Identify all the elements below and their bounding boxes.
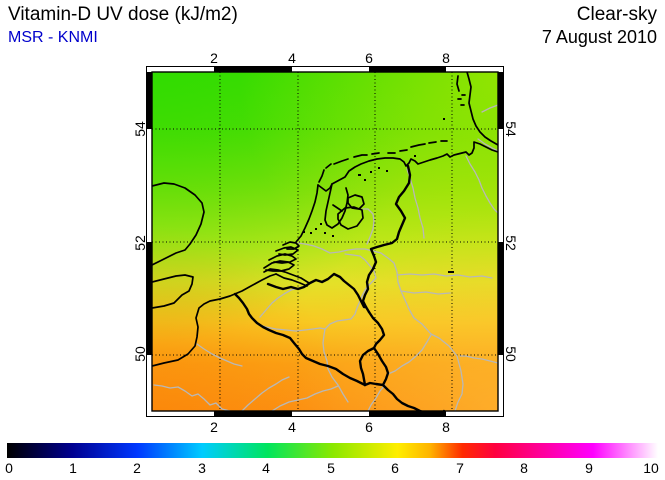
country-borders bbox=[233, 164, 446, 411]
colorbar bbox=[7, 443, 658, 458]
colorbar-label-9: 9 bbox=[585, 460, 593, 476]
lon-tick-top-2: 2 bbox=[210, 50, 218, 66]
lon-tick-top-6: 6 bbox=[365, 50, 373, 66]
lon-tick-bottom-6: 6 bbox=[365, 419, 373, 435]
lat-tick-right-50: 50 bbox=[503, 346, 519, 362]
colorbar-label-8: 8 bbox=[520, 460, 528, 476]
data-source-label: MSR - KNMI bbox=[8, 29, 98, 46]
lon-tick-bottom-2: 2 bbox=[210, 419, 218, 435]
lon-tick-bottom-4: 4 bbox=[288, 419, 296, 435]
colorbar-label-2: 2 bbox=[133, 460, 141, 476]
lon-tick-top-8: 8 bbox=[442, 50, 450, 66]
date-label: 7 August 2010 bbox=[541, 27, 657, 47]
colorbar-label-3: 3 bbox=[198, 460, 206, 476]
coastlines bbox=[152, 72, 498, 367]
colorbar-label-7: 7 bbox=[456, 460, 464, 476]
colorbar-label-6: 6 bbox=[391, 460, 399, 476]
sky-condition-label: Clear-sky bbox=[576, 4, 657, 25]
colorbar-label-4: 4 bbox=[262, 460, 270, 476]
islet-specks bbox=[303, 118, 454, 273]
colorbar-label-10: 10 bbox=[643, 460, 659, 476]
lon-tick-bottom-8: 8 bbox=[442, 419, 450, 435]
page-title: Vitamin-D UV dose (kJ/m2) bbox=[8, 4, 238, 25]
neatline-segments bbox=[146, 66, 504, 417]
colorbar-label-5: 5 bbox=[327, 460, 335, 476]
lon-tick-top-4: 4 bbox=[288, 50, 296, 66]
colorbar-label-0: 0 bbox=[5, 460, 13, 476]
map-field bbox=[152, 72, 498, 411]
lat-tick-left-54: 54 bbox=[132, 121, 148, 137]
lat-tick-right-54: 54 bbox=[503, 121, 519, 137]
lat-tick-right-52: 52 bbox=[503, 235, 519, 251]
lat-tick-left-50: 50 bbox=[132, 346, 148, 362]
colorbar-label-1: 1 bbox=[69, 460, 77, 476]
lat-tick-left-52: 52 bbox=[132, 235, 148, 251]
map-panel bbox=[146, 66, 504, 417]
plot-border bbox=[151, 71, 499, 412]
